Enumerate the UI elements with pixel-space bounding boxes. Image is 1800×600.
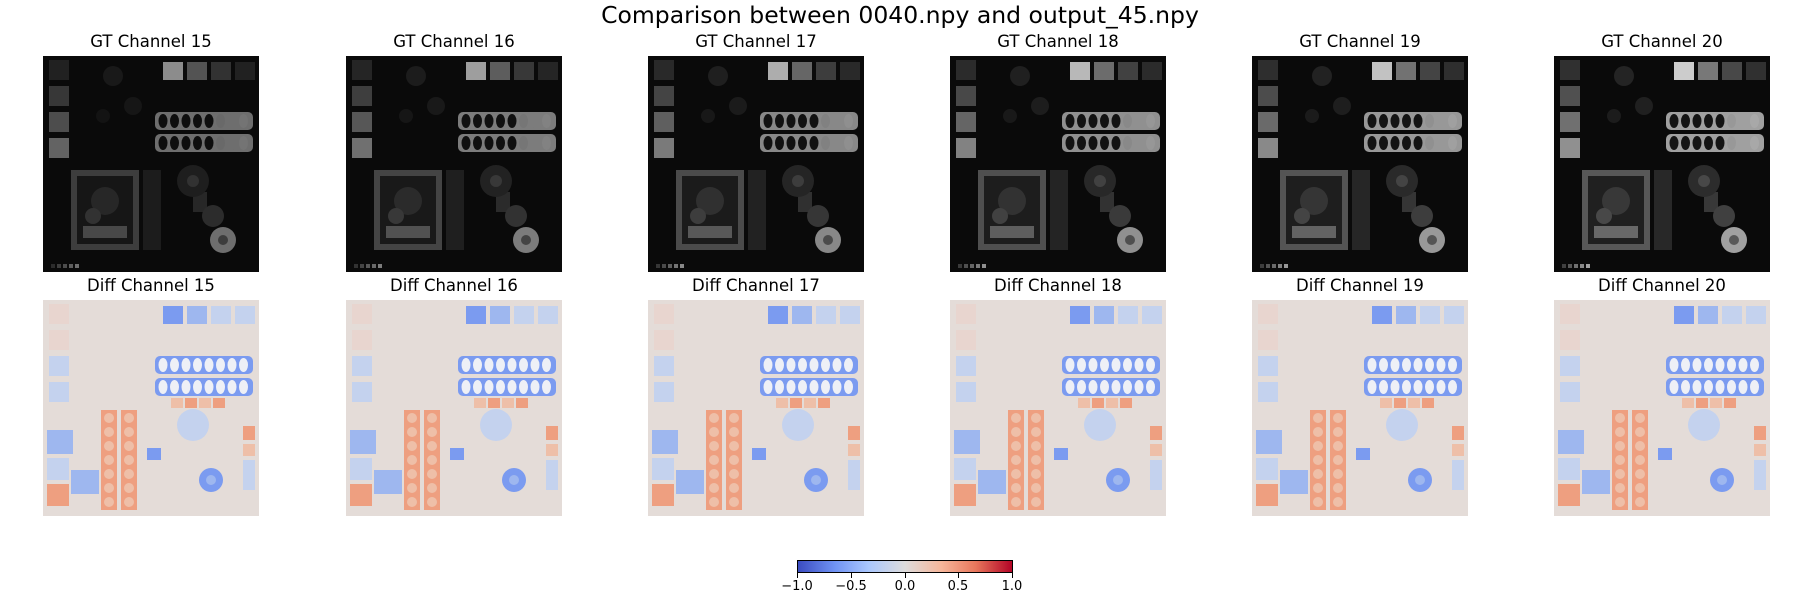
colorbar-gradient	[797, 560, 1013, 573]
diff-panel-title: Diff Channel 18	[994, 276, 1122, 295]
gt-channel-image	[950, 56, 1166, 272]
colorbar-tick-label: 1.0	[1001, 579, 1023, 594]
diff-panel-title: Diff Channel 19	[1296, 276, 1424, 295]
gt-panel-title: GT Channel 15	[90, 32, 212, 51]
diff-channel-image	[1252, 300, 1468, 516]
gt-channel-image	[43, 56, 259, 272]
diff-channel-image	[1554, 300, 1770, 516]
gt-panel-title: GT Channel 20	[1601, 32, 1723, 51]
colorbar-tick	[851, 573, 852, 578]
colorbar-tick	[958, 573, 959, 578]
diff-channel-image	[648, 300, 864, 516]
figure-title: Comparison between 0040.npy and output_4…	[601, 1, 1199, 29]
gt-panel-title: GT Channel 17	[695, 32, 817, 51]
colorbar-tick	[1012, 573, 1013, 578]
diff-channel-image	[950, 300, 1166, 516]
gt-channel-image	[648, 56, 864, 272]
colorbar-tick-label: 0.0	[894, 579, 916, 594]
colorbar-tick	[797, 573, 798, 578]
diff-channel-image	[346, 300, 562, 516]
colorbar-tick	[905, 573, 906, 578]
gt-panel-title: GT Channel 18	[997, 32, 1119, 51]
diff-channel-image	[43, 300, 259, 516]
gt-channel-image	[1252, 56, 1468, 272]
gt-panel-title: GT Channel 16	[393, 32, 515, 51]
gt-channel-image	[1554, 56, 1770, 272]
diff-panel-title: Diff Channel 17	[692, 276, 820, 295]
colorbar-tick-label: 0.5	[947, 579, 969, 594]
diff-panel-title: Diff Channel 16	[390, 276, 518, 295]
diff-panel-title: Diff Channel 20	[1598, 276, 1726, 295]
colorbar-tick-label: −0.5	[835, 579, 867, 594]
colorbar-tick-label: −1.0	[781, 579, 813, 594]
gt-channel-image	[346, 56, 562, 272]
gt-panel-title: GT Channel 19	[1299, 32, 1421, 51]
diff-panel-title: Diff Channel 15	[87, 276, 215, 295]
